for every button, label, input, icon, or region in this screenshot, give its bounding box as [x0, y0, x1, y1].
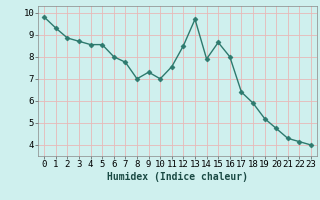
X-axis label: Humidex (Indice chaleur): Humidex (Indice chaleur)	[107, 172, 248, 182]
